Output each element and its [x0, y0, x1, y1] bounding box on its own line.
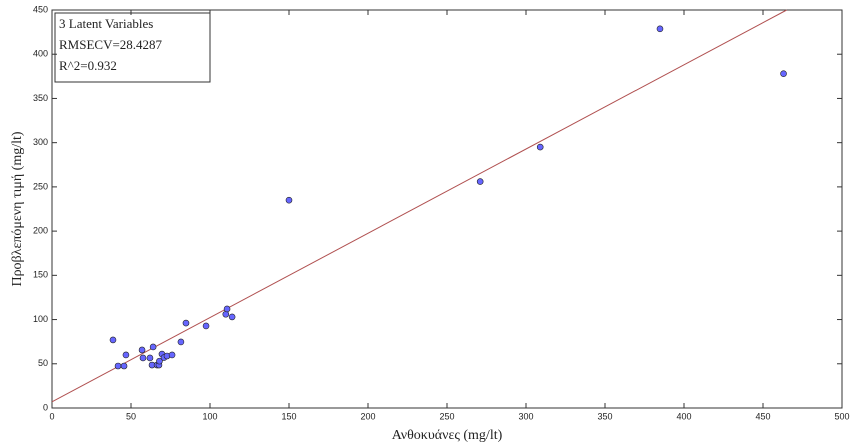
x-tick-label: 450: [755, 411, 770, 421]
x-axis-label: Ανθοκυάνες (mg/lt): [392, 428, 503, 443]
x-tick-label: 400: [676, 411, 691, 421]
y-tick-label: 100: [33, 314, 48, 324]
x-tick-label: 100: [202, 411, 217, 421]
point: [156, 357, 163, 365]
x-tick-label: 50: [126, 411, 136, 421]
annotation: 3 Latent Variables: [59, 16, 153, 31]
fit-line: [51, 9, 787, 403]
point: [536, 143, 544, 151]
x-tick-label: 350: [597, 411, 612, 421]
point: [149, 343, 157, 351]
point: [168, 351, 176, 359]
x-tick-label: 200: [360, 411, 375, 421]
y-tick-label: 450: [33, 4, 48, 14]
y-tick-label: 0: [43, 402, 48, 412]
point: [146, 354, 154, 362]
y-tick-label: 300: [33, 137, 48, 147]
point: [139, 354, 147, 362]
annotation: RMSECV=28.4287: [59, 37, 163, 52]
point: [228, 313, 236, 321]
point: [285, 196, 293, 204]
point: [120, 362, 128, 370]
annotation: R^2=0.932: [59, 58, 117, 73]
x-tick-label: 0: [49, 411, 54, 421]
point: [656, 25, 664, 33]
x-tick-label: 500: [834, 411, 849, 421]
point: [177, 338, 185, 346]
x-tick-label: 300: [518, 411, 533, 421]
point: [122, 351, 130, 359]
point: [222, 310, 230, 318]
y-tick-label: 350: [33, 93, 48, 103]
point: [109, 336, 117, 344]
y-tick-label: 400: [33, 49, 48, 59]
point: [202, 322, 210, 330]
x-tick-label: 150: [281, 411, 296, 421]
point: [138, 346, 146, 354]
x-tick-label: 250: [439, 411, 454, 421]
point: [114, 362, 122, 370]
y-tick-label: 200: [33, 225, 48, 235]
y-tick-label: 50: [38, 358, 48, 368]
point: [182, 319, 190, 327]
y-tick-label: 150: [33, 270, 48, 280]
y-axis-label: Προβλεπόμενη τιμή (mg/lt): [10, 131, 25, 286]
point: [223, 305, 231, 313]
point: [780, 70, 787, 77]
annotation-box: [54, 12, 211, 83]
point: [476, 178, 484, 185]
y-tick-label: 250: [33, 181, 48, 191]
